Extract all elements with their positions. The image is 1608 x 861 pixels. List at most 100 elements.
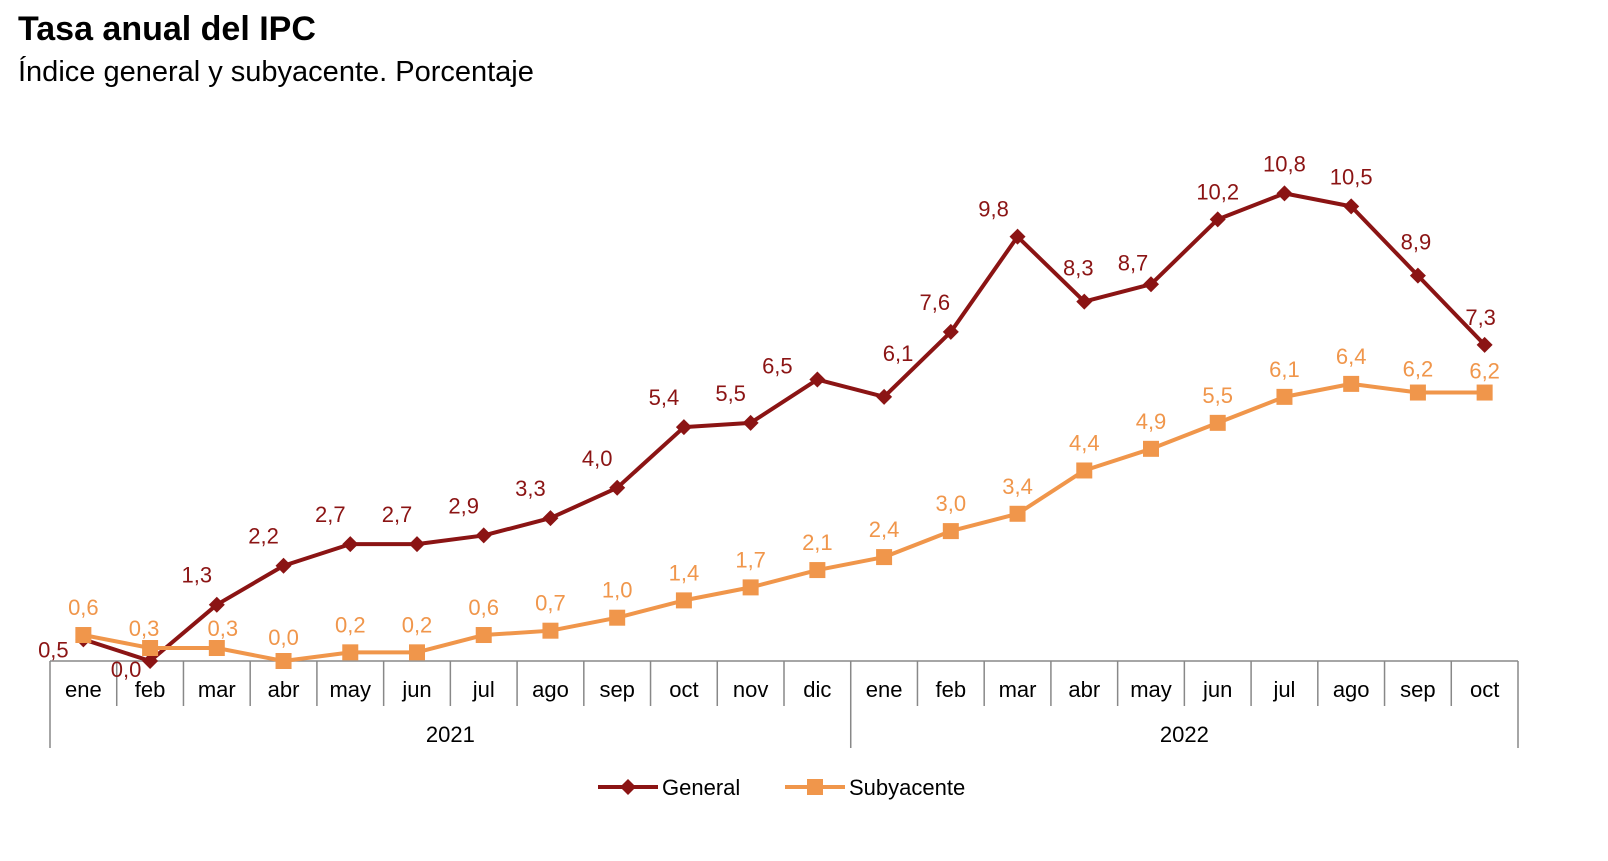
general-data-label: 2,7	[315, 502, 346, 527]
subyacente-point	[1076, 462, 1093, 479]
x-tick-label: ene	[866, 677, 903, 702]
subyacente-data-label: 0,3	[208, 616, 239, 641]
subyacente-data-label: 0,7	[535, 591, 566, 616]
general-point	[742, 414, 759, 431]
subyacente-data-label: 0,2	[335, 612, 366, 637]
general-data-label: 0,0	[111, 657, 142, 682]
general-point	[1476, 336, 1493, 353]
x-tick-label: feb	[936, 677, 967, 702]
general-point	[809, 371, 826, 388]
subyacente-point	[409, 644, 425, 661]
subyacente-point	[275, 653, 292, 669]
x-tick-label: jul	[472, 677, 495, 702]
legend-marker-subyacente	[807, 779, 823, 795]
x-tick-label: jul	[1272, 677, 1295, 702]
general-point	[1076, 293, 1093, 310]
subyacente-data-label: 0,2	[402, 612, 433, 637]
general-point	[475, 527, 492, 544]
general-point	[609, 479, 626, 496]
subyacente-data-label: 0,6	[468, 595, 499, 620]
x-tick-label: sep	[599, 677, 634, 702]
legend-label-subyacente: Subyacente	[849, 775, 965, 800]
x-tick-label: nov	[733, 677, 768, 702]
year-label: 2022	[1160, 722, 1209, 747]
subyacente-point	[1276, 388, 1293, 405]
x-tick-label: mar	[999, 677, 1037, 702]
general-point	[1143, 276, 1159, 293]
general-point	[409, 536, 425, 553]
subyacente-data-label: 0,0	[268, 625, 299, 650]
general-data-label: 9,8	[978, 197, 1009, 222]
legend-marker-general	[620, 779, 636, 795]
general-data-label: 1,3	[182, 563, 213, 588]
x-tick-label: ene	[65, 677, 102, 702]
general-data-label: 3,3	[515, 476, 546, 501]
subyacente-data-label: 1,7	[735, 547, 766, 572]
subyacente-data-label: 1,0	[602, 578, 633, 603]
general-point	[1009, 228, 1026, 245]
general-point	[342, 536, 359, 553]
x-tick-label: abr	[1068, 677, 1100, 702]
subyacente-data-label: 2,1	[802, 530, 833, 555]
subyacente-point	[742, 579, 759, 596]
subyacente-data-label: 5,5	[1202, 383, 1233, 408]
x-tick-label: ago	[532, 677, 569, 702]
general-data-label: 8,3	[1063, 256, 1094, 281]
subyacente-data-label: 6,4	[1336, 344, 1367, 369]
general-data-label: 2,7	[382, 502, 413, 527]
subyacente-data-label: 3,4	[1002, 474, 1033, 499]
x-tick-label: ago	[1333, 677, 1370, 702]
series-line-general	[82, 191, 1487, 663]
general-data-label: 8,7	[1118, 250, 1149, 275]
general-data-label: 2,9	[448, 493, 479, 518]
general-data-label: 7,6	[920, 290, 951, 315]
legend-label-general: General	[662, 775, 740, 800]
general-point	[942, 323, 959, 340]
general-data-label: 8,9	[1401, 230, 1432, 255]
subyacente-point	[675, 592, 692, 609]
general-point	[142, 653, 159, 669]
x-tick-label: oct	[669, 677, 698, 702]
subyacente-point	[1209, 414, 1226, 431]
subyacente-data-label: 6,2	[1469, 359, 1500, 384]
subyacente-point	[1476, 384, 1493, 401]
subyacente-data-label: 6,2	[1403, 357, 1434, 382]
general-point	[1209, 211, 1226, 228]
subyacente-point	[942, 523, 959, 540]
x-tick-label: may	[1130, 677, 1172, 702]
x-tick-label: mar	[198, 677, 236, 702]
subyacente-data-label: 4,9	[1136, 409, 1167, 434]
general-point	[275, 557, 292, 574]
general-point	[1343, 198, 1360, 215]
chart-title: Tasa anual del IPC	[18, 10, 316, 48]
subyacente-data-label: 2,4	[869, 517, 900, 542]
year-label: 2021	[426, 722, 475, 747]
subyacente-point	[542, 622, 559, 639]
general-point	[208, 596, 225, 613]
subyacente-point	[1143, 440, 1159, 457]
x-tick-label: jun	[401, 677, 431, 702]
x-tick-label: oct	[1470, 677, 1499, 702]
subyacente-point	[475, 627, 492, 644]
general-data-label: 10,2	[1196, 179, 1239, 204]
x-tick-label: jun	[1202, 677, 1232, 702]
subyacente-point	[342, 644, 359, 661]
general-point	[1276, 185, 1293, 202]
general-point	[1409, 267, 1426, 284]
subyacente-data-label: 0,3	[129, 616, 160, 641]
general-data-label: 6,5	[762, 354, 793, 379]
general-point	[542, 510, 559, 527]
x-tick-label: abr	[268, 677, 300, 702]
subyacente-data-label: 6,1	[1269, 357, 1300, 382]
general-data-label: 7,3	[1465, 305, 1496, 330]
x-tick-label: dic	[803, 677, 831, 702]
general-data-label: 0,5	[38, 637, 69, 662]
subyacente-data-label: 4,4	[1069, 430, 1100, 455]
general-data-label: 10,5	[1330, 164, 1373, 189]
general-data-label: 10,8	[1263, 151, 1306, 176]
subyacente-data-label: 3,0	[936, 491, 967, 516]
subyacente-point	[1009, 505, 1026, 522]
general-data-label: 4,0	[582, 446, 613, 471]
chart-subtitle: Índice general y subyacente. Porcentaje	[18, 56, 534, 88]
